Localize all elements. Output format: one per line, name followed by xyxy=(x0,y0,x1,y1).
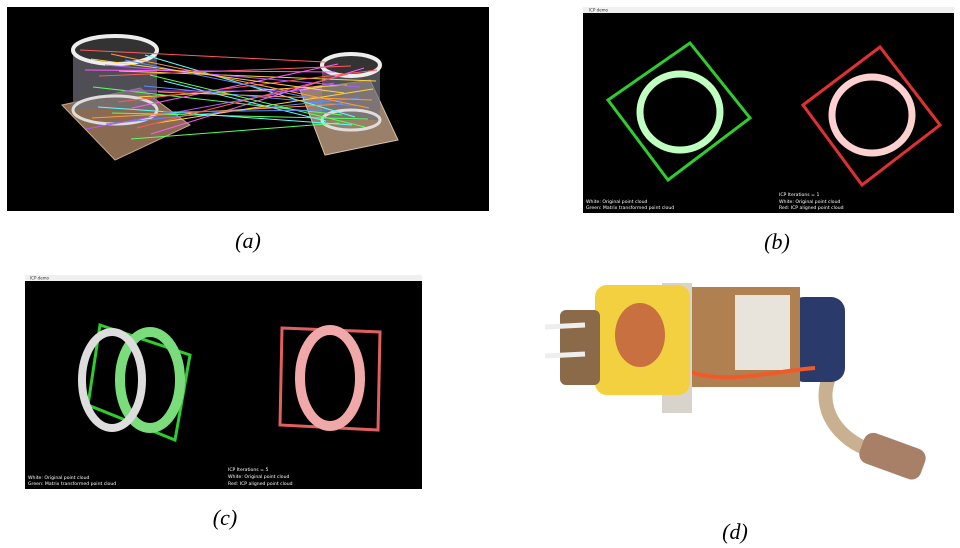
body: (a) ICP demo White: Original point cloud… xyxy=(0,0,960,548)
front xyxy=(560,310,600,385)
window-titlebar xyxy=(583,7,954,13)
legend: Red: ICP aligned point cloud xyxy=(228,481,293,487)
legend: White: Original point cloud xyxy=(28,475,90,481)
caption: (a) xyxy=(235,228,261,253)
iterations: ICP Iterations = 1 xyxy=(779,192,819,198)
panel-b: ICP demo White: Original point cloud Gre… xyxy=(583,7,954,254)
panel-a: (a) xyxy=(7,7,489,253)
panel-c: ICP demo White: Original point cloud Gre… xyxy=(25,275,422,530)
legend: White: Original point cloud xyxy=(228,474,290,480)
figure: (a) ICP demo White: Original point cloud… xyxy=(0,0,960,548)
label xyxy=(735,295,790,370)
window-titlebar xyxy=(25,275,422,281)
legend: White: Original point cloud xyxy=(779,199,841,205)
legend: White: Original point cloud xyxy=(586,199,648,205)
iterations: ICP Iterations = 5 xyxy=(228,467,268,473)
legend: Green: Matrix transformed point cloud xyxy=(28,481,116,487)
legend: Red: ICP aligned point cloud xyxy=(779,205,844,211)
cylinder-rim xyxy=(322,54,380,76)
caption: (d) xyxy=(722,519,748,544)
caption: (b) xyxy=(764,229,790,254)
window xyxy=(615,303,665,367)
connector xyxy=(856,430,928,482)
window-title: ICP demo xyxy=(30,276,50,281)
window-title: ICP demo xyxy=(589,8,609,13)
cable xyxy=(826,375,870,450)
caption: (c) xyxy=(213,505,237,530)
page: {"panels": [ {"caption": "(a)"}, {"capti… xyxy=(0,0,960,548)
legend: Green: Matrix transformed point cloud xyxy=(586,205,674,211)
panel-d: (d) xyxy=(545,283,928,544)
